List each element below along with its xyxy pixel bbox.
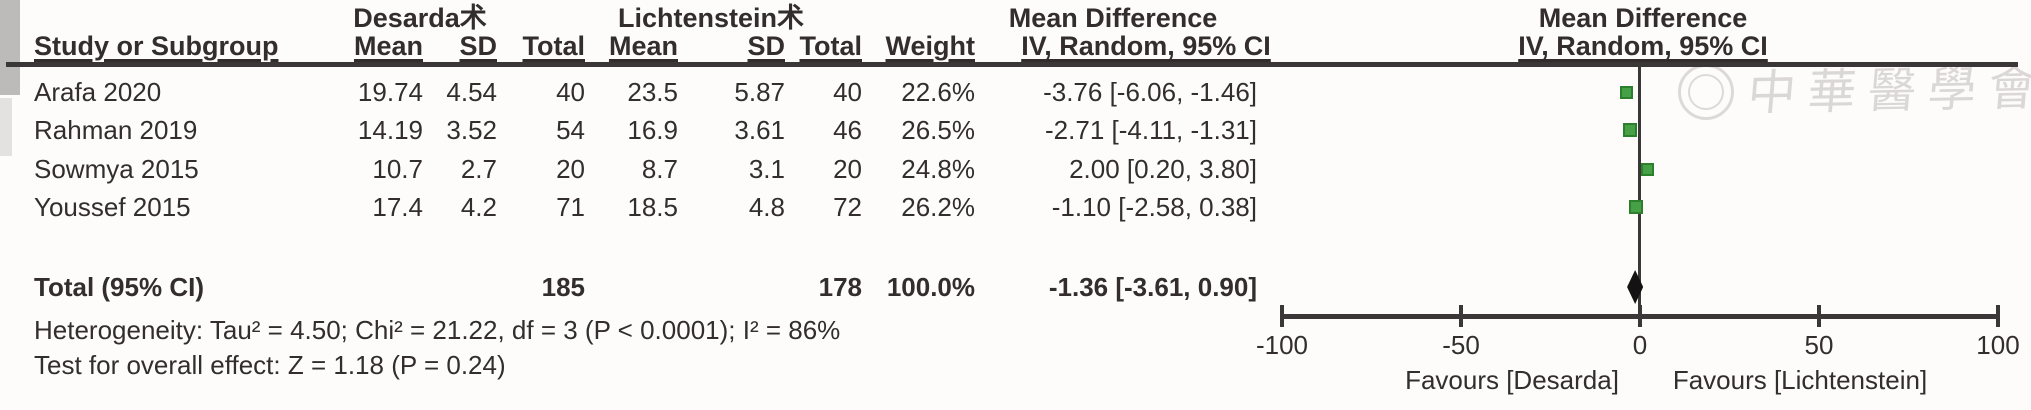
- mean-group2: 16.9: [627, 115, 678, 145]
- axis-tick: [1459, 305, 1463, 327]
- col-header-ci-left: IV, Random, 95% CI: [1021, 31, 1271, 61]
- scan-artifact: [0, 98, 12, 156]
- axis-tick-label: 0: [1632, 330, 1648, 360]
- col-header-study: Study or Subgroup: [34, 31, 279, 61]
- col-header-sd2: SD: [747, 31, 785, 61]
- group1-header: Desarda术: [353, 3, 487, 33]
- axis-tick: [1996, 305, 2000, 327]
- sd-group1: 2.7: [460, 154, 497, 184]
- axis-tick: [1638, 305, 1642, 327]
- total-ci-text: -1.36 [-3.61, 0.90]: [1048, 272, 1257, 302]
- mean-group1: 10.7: [372, 154, 423, 184]
- ci-text: -3.76 [-6.06, -1.46]: [1043, 77, 1257, 107]
- col-header-mean1: Mean: [353, 31, 423, 61]
- study-row: Sowmya 2015 10.7 2.7 20 8.7 3.1 20 24.8%…: [0, 150, 2031, 188]
- scan-artifact: [0, 0, 20, 95]
- total-group1: 54: [556, 115, 585, 145]
- total-group2: 178: [818, 272, 862, 302]
- sd-group1: 4.2: [460, 192, 497, 222]
- total-weight: 100.0%: [886, 272, 975, 302]
- col-header-total2: Total: [799, 31, 863, 61]
- weight: 26.5%: [901, 115, 975, 145]
- mean-group1: 19.74: [357, 77, 423, 107]
- effect-header-right: Mean Difference: [1538, 3, 1748, 33]
- favours-left-label: Favours [Desarda]: [1405, 365, 1619, 395]
- study-row: Youssef 2015 17.4 4.2 71 18.5 4.8 72 26.…: [0, 188, 2031, 226]
- sd-group2: 5.87: [734, 77, 785, 107]
- sd-group2: 3.1: [748, 154, 785, 184]
- study-name: Rahman 2019: [34, 115, 198, 145]
- study-point-square: [1620, 85, 1634, 99]
- sd-group1: 4.54: [446, 77, 497, 107]
- mean-group2: 8.7: [641, 154, 678, 184]
- col-header-sd1: SD: [459, 31, 497, 61]
- mean-group2: 23.5: [627, 77, 678, 107]
- col-header-weight: Weight: [885, 31, 976, 61]
- study-row: Arafa 2020 19.74 4.54 40 23.5 5.87 40 22…: [0, 73, 2031, 111]
- col-header-mean2: Mean: [608, 31, 678, 61]
- total-label: Total (95% CI): [34, 272, 204, 302]
- sd-group1: 3.52: [446, 115, 497, 145]
- total-group1: 40: [556, 77, 585, 107]
- pooled-diamond: [1627, 270, 1644, 304]
- axis-tick-label: 100: [1976, 330, 2020, 360]
- total-group2: 40: [833, 77, 862, 107]
- study-row: Rahman 2019 14.19 3.52 54 16.9 3.61 46 2…: [0, 111, 2031, 149]
- ci-text: -1.10 [-2.58, 0.38]: [1051, 192, 1257, 222]
- sd-group2: 4.8: [748, 192, 785, 222]
- effect-header-left: Mean Difference: [1008, 3, 1218, 33]
- study-name: Sowmya 2015: [34, 154, 199, 184]
- total-group1: 20: [556, 154, 585, 184]
- header-rule: [6, 62, 2018, 67]
- weight: 24.8%: [901, 154, 975, 184]
- weight: 26.2%: [901, 192, 975, 222]
- mean-group2: 18.5: [627, 192, 678, 222]
- column-header-row: Study or Subgroup Mean SD Total Mean SD …: [0, 31, 2031, 61]
- group2-header: Lichtenstein术: [617, 3, 805, 33]
- total-group1: 71: [556, 192, 585, 222]
- zero-line: [1638, 67, 1641, 317]
- axis-tick-label: 50: [1804, 330, 1834, 360]
- weight: 22.6%: [901, 77, 975, 107]
- total-row: Total (95% CI) 185 178 100.0% -1.36 [-3.…: [0, 268, 2031, 306]
- study-point-square: [1629, 200, 1644, 214]
- ci-text: -2.71 [-4.11, -1.31]: [1045, 115, 1257, 145]
- mean-group1: 14.19: [357, 115, 423, 145]
- col-header-ci-right: IV, Random, 95% CI: [1518, 31, 1768, 61]
- ci-text: 2.00 [0.20, 3.80]: [1069, 154, 1257, 184]
- study-name: Youssef 2015: [34, 192, 191, 222]
- axis-tick-label: -100: [1255, 330, 1309, 360]
- study-name: Arafa 2020: [34, 77, 162, 107]
- sd-group2: 3.61: [734, 115, 785, 145]
- study-point-square: [1640, 162, 1654, 176]
- study-point-square: [1623, 123, 1638, 137]
- total-group2: 46: [833, 115, 862, 145]
- overall-effect-note: Test for overall effect: Z = 1.18 (P = 0…: [34, 350, 506, 380]
- total-group2: 20: [833, 154, 862, 184]
- axis-tick: [1280, 305, 1284, 327]
- heterogeneity-note: Heterogeneity: Tau² = 4.50; Chi² = 21.22…: [34, 315, 841, 345]
- axis-tick-label: -50: [1442, 330, 1480, 360]
- favours-right-label: Favours [Lichtenstein]: [1672, 365, 1928, 395]
- col-header-total1: Total: [522, 31, 586, 61]
- total-group1: 185: [541, 272, 585, 302]
- axis-tick: [1817, 305, 1821, 327]
- mean-group1: 17.4: [372, 192, 423, 222]
- total-group2: 72: [833, 192, 862, 222]
